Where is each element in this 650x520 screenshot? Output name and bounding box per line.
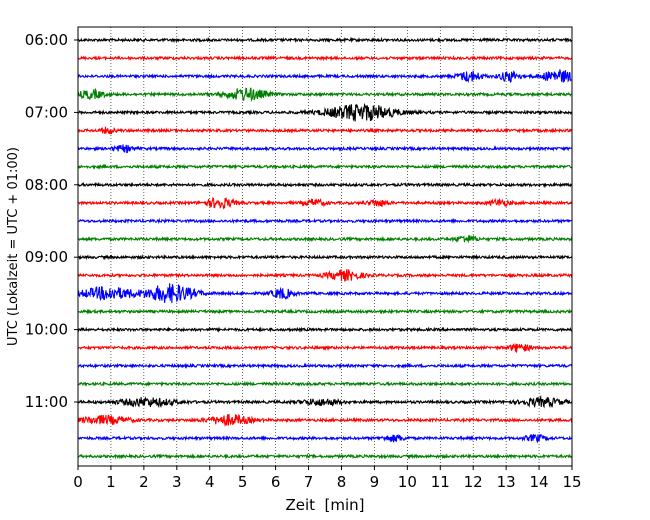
y-tick-label: 09:00	[25, 248, 68, 266]
x-tick-label: 14	[530, 473, 549, 491]
trace-0915	[77, 269, 573, 282]
y-tick-label: 06:00	[25, 31, 68, 49]
trace-0730	[77, 144, 573, 154]
x-tick-label: 2	[139, 473, 149, 491]
trace-0630	[77, 69, 573, 84]
trace-1015	[77, 343, 573, 353]
trace-0600	[77, 36, 573, 44]
trace-0830	[77, 217, 573, 225]
trace-1030	[77, 362, 573, 370]
trace-0645	[77, 87, 573, 102]
trace-0745	[77, 163, 573, 171]
x-gridlines	[110, 27, 540, 466]
trace-1000	[77, 326, 573, 333]
trace-0700	[77, 102, 573, 122]
x-tick-label: 12	[464, 473, 483, 491]
x-axis: 0 1 2 3 4 5 6 7 8 9 10 11 12 13 14 15	[73, 466, 582, 491]
seismic-traces	[77, 36, 573, 460]
trace-0900	[77, 253, 573, 261]
trace-1100	[77, 394, 573, 409]
trace-1130	[77, 433, 573, 444]
trace-0945	[77, 308, 573, 315]
x-axis-label: Zeit [min]	[285, 496, 364, 514]
x-tick-label: 0	[73, 473, 83, 491]
trace-0800	[77, 181, 573, 189]
trace-0845	[77, 234, 573, 244]
x-tick-label: 8	[337, 473, 347, 491]
trace-1045	[77, 380, 573, 388]
x-tick-label: 9	[370, 473, 380, 491]
x-tick-label: 15	[562, 473, 581, 491]
x-tick-label: 5	[238, 473, 248, 491]
y-axis: 06:00 07:00 08:00 09:00 10:00 11:00	[25, 31, 78, 411]
y-tick-label: 08:00	[25, 176, 68, 194]
x-tick-label: 10	[398, 473, 417, 491]
trace-0715	[77, 126, 573, 135]
y-tick-label: 07:00	[25, 103, 68, 121]
trace-0815	[77, 196, 573, 210]
x-tick-label: 3	[172, 473, 182, 491]
x-tick-label: 11	[431, 473, 450, 491]
trace-0615	[77, 54, 573, 62]
y-axis-label: UTC (Lokalzeit = UTC + 01:00)	[6, 147, 21, 346]
x-tick-label: 1	[106, 473, 116, 491]
trace-0930	[77, 283, 573, 304]
y-tick-label: 10:00	[25, 321, 68, 339]
plot-frame	[77, 26, 573, 467]
trace-1115	[77, 413, 573, 428]
x-tick-label: 7	[304, 473, 314, 491]
x-tick-label: 13	[497, 473, 516, 491]
trace-1145	[77, 452, 573, 460]
x-tick-label: 4	[205, 473, 215, 491]
x-tick-label: 6	[271, 473, 281, 491]
y-tick-label: 11:00	[25, 393, 68, 411]
